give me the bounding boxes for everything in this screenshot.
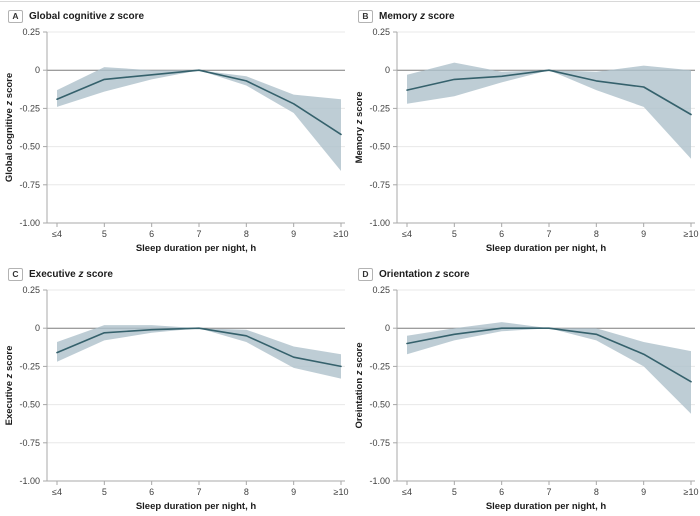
x-axis-title: Sleep duration per night, h (486, 243, 607, 254)
estimate-line (56, 69, 342, 136)
x-tick-label: 7 (196, 487, 201, 497)
x-tick-label: 6 (149, 229, 154, 239)
panel-label-badge: A (8, 10, 23, 23)
x-tick-label: 6 (499, 487, 504, 497)
italic-z: z (4, 373, 15, 379)
y-tick-label: -0.75 (19, 180, 40, 190)
y-tick-label: -0.75 (369, 438, 390, 448)
x-tick-label: 6 (499, 229, 504, 239)
y-axis-title: Memory z score (354, 92, 365, 164)
panel-c: C Executive z score 0.25 0 -0.25 -0.50 -0.75 -1… (0, 260, 350, 516)
y-tick-label: -0.75 (19, 438, 40, 448)
x-tick-label: 8 (594, 487, 599, 497)
italic-z: z (354, 370, 365, 376)
figure-top-rule (0, 1, 700, 2)
x-tick-label: ≥10 (334, 487, 349, 497)
x-tick-label: 8 (244, 229, 249, 239)
panel-title: Global cognitive z score (29, 11, 145, 22)
panel-label-badge: D (358, 268, 373, 281)
estimate-line (406, 327, 692, 383)
panel-a: A Global cognitive z score 0.25 0 -0.25 -0.50… (0, 2, 350, 260)
y-tick-label: 0.25 (22, 27, 40, 37)
panel-header: C Executive z score (0, 260, 350, 282)
y-axis-title: Executive z score (4, 346, 15, 426)
panel-b: B Memory z score 0.25 0 -0.25 -0.50 -0.75 -1.00… (350, 2, 700, 260)
y-tick-label: -0.50 (369, 142, 390, 152)
x-tick-label: ≥10 (684, 487, 699, 497)
panel-label-badge: B (358, 10, 373, 23)
x-axis-title: Sleep duration per night, h (136, 501, 257, 512)
panel-chart: 0.25 0 -0.25 -0.50 -0.75 -1.00 ≤4 5 6 7 8 9 ≥10 Sleep… (4, 27, 349, 254)
x-tick-label: 5 (452, 487, 457, 497)
y-tick-label: -0.75 (369, 180, 390, 190)
panel-d: D Orientation z score 0.25 0 -0.25 -0.50 -0.75… (350, 260, 700, 516)
confidence-band (57, 325, 341, 379)
italic-z: z (354, 119, 365, 125)
x-tick-label: ≥10 (334, 229, 349, 239)
italic-z: z (435, 269, 441, 280)
panel-title: Executive z score (29, 269, 113, 280)
x-tick-label: 9 (291, 229, 296, 239)
y-axis-title: Oreintation z score (354, 342, 365, 428)
y-tick-label: -1.00 (19, 476, 40, 486)
panel-header: D Orientation z score (350, 260, 700, 282)
x-tick-label: 8 (244, 487, 249, 497)
panel-header: A Global cognitive z score (0, 2, 350, 24)
y-tick-label: 0 (35, 65, 40, 75)
panel-chart: 0.25 0 -0.25 -0.50 -0.75 -1.00 ≤4 5 6 7 8 9 ≥10 Sleep… (354, 27, 699, 254)
x-tick-label: 7 (546, 229, 551, 239)
y-tick-label: -1.00 (369, 218, 390, 228)
y-axis-title: Global cognitive z score (4, 73, 15, 182)
panel-chart: 0.25 0 -0.25 -0.50 -0.75 -1.00 ≤4 5 6 7 8 9 ≥10 Sleep… (4, 285, 349, 512)
x-tick-label: ≤4 (52, 229, 62, 239)
y-tick-label: -0.25 (369, 103, 390, 113)
x-tick-label: 5 (102, 229, 107, 239)
confidence-band (57, 67, 341, 171)
y-tick-label: -0.25 (19, 361, 40, 371)
x-axis-title: Sleep duration per night, h (486, 501, 607, 512)
italic-z: z (420, 11, 426, 22)
x-tick-label: ≤4 (402, 229, 412, 239)
italic-z: z (78, 269, 84, 280)
panel-label-badge: C (8, 268, 23, 281)
panel-header: B Memory z score (350, 2, 700, 24)
y-tick-label: -0.50 (369, 400, 390, 410)
y-tick-label: -0.25 (369, 361, 390, 371)
y-tick-label: -0.50 (19, 142, 40, 152)
x-tick-label: 9 (291, 487, 296, 497)
panel-chart: 0.25 0 -0.25 -0.50 -0.75 -1.00 ≤4 5 6 7 8 9 ≥10 Sleep… (354, 285, 699, 512)
x-tick-label: 5 (102, 487, 107, 497)
x-tick-label: ≤4 (52, 487, 62, 497)
y-tick-label: 0 (35, 323, 40, 333)
y-tick-label: 0 (385, 323, 390, 333)
y-tick-label: -1.00 (19, 218, 40, 228)
italic-z: z (4, 101, 15, 107)
x-tick-label: 9 (641, 487, 646, 497)
x-tick-label: 7 (196, 229, 201, 239)
panel-title: Orientation z score (379, 269, 470, 280)
panel-title: Memory z score (379, 11, 455, 22)
x-tick-label: 6 (149, 487, 154, 497)
y-tick-label: -0.50 (19, 400, 40, 410)
x-tick-label: ≥10 (684, 229, 699, 239)
estimate-line (56, 327, 342, 368)
y-tick-label: -1.00 (369, 476, 390, 486)
x-tick-label: ≤4 (402, 487, 412, 497)
estimate-line (406, 69, 692, 116)
confidence-band (407, 62, 691, 159)
italic-z: z (109, 11, 115, 22)
y-tick-label: 0.25 (372, 285, 390, 295)
x-tick-label: 5 (452, 229, 457, 239)
y-tick-label: -0.25 (19, 103, 40, 113)
x-tick-label: 8 (594, 229, 599, 239)
x-axis-title: Sleep duration per night, h (136, 243, 257, 254)
x-tick-label: 9 (641, 229, 646, 239)
x-tick-label: 7 (546, 487, 551, 497)
y-tick-label: 0 (385, 65, 390, 75)
y-tick-label: 0.25 (22, 285, 40, 295)
y-tick-label: 0.25 (372, 27, 390, 37)
